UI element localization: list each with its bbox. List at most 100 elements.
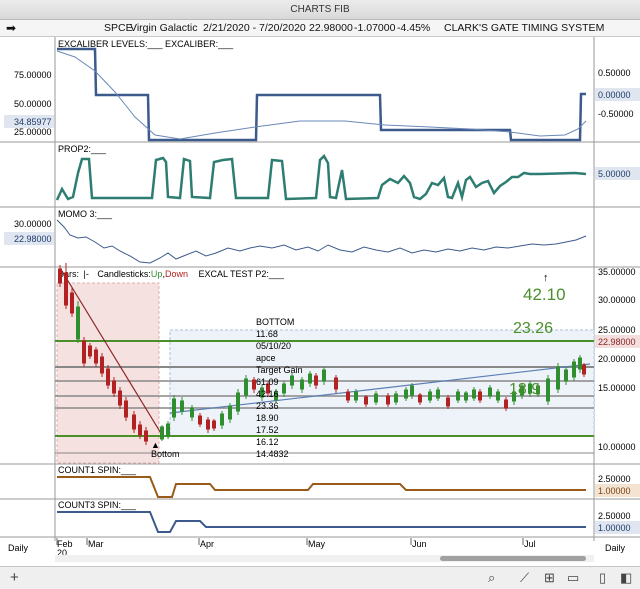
count3-right-value-box xyxy=(595,521,640,534)
annotation-line: apce xyxy=(256,353,276,363)
excaliber-panel[interactable]: EXCALIBER LEVELS:___ EXCALIBER:___ 75.00… xyxy=(4,39,640,142)
count3-panel[interactable]: COUNT3 SPIN:___ 2.50000 1.00000 xyxy=(57,500,640,534)
level-label: 18.9 xyxy=(509,381,540,398)
company-name: Virgin Galactic xyxy=(130,22,198,34)
annotation-line: 16.12 xyxy=(256,437,279,447)
window-title: CHARTS FIB xyxy=(290,4,350,15)
momo3-panel-title: MOMO 3:___ xyxy=(58,209,113,219)
bottom-label: Bottom xyxy=(151,449,180,459)
price-right-value: 22.98000 xyxy=(598,337,636,347)
bottom-marker-icon: ▲ xyxy=(151,440,160,450)
buy-arrow-icon: ↑ xyxy=(166,426,172,440)
count1-right-tick: 2.50000 xyxy=(598,474,631,484)
book-icon[interactable]: ▯ xyxy=(599,570,607,585)
count1-panel[interactable]: COUNT1 SPIN:___ 2.50000 1.00000 xyxy=(57,465,640,498)
forward-arrow-icon[interactable]: ➡ xyxy=(6,21,17,35)
annotation-line: BOTTOM xyxy=(256,317,294,327)
count3-right-value: 1.00000 xyxy=(598,523,631,533)
prop2-panel-title: PROP2:___ xyxy=(58,144,107,154)
count1-line xyxy=(57,476,586,498)
count3-right-tick: 2.50000 xyxy=(598,511,631,521)
price-right-tick: 25.00000 xyxy=(598,325,636,335)
horizontal-scrollbar-thumb[interactable] xyxy=(440,556,586,561)
excaliber-left-tick: 50.00000 xyxy=(14,99,52,109)
price-right-tick: 35.00000 xyxy=(598,267,636,277)
annotation-line: 42.16 xyxy=(256,389,279,399)
price-right-tick: 30.00000 xyxy=(598,295,636,305)
annotation-line: 11.68 xyxy=(256,329,278,339)
price-panel-title: Bars: |- Candlesticks:Up,Down EXCAL TEST… xyxy=(58,269,285,279)
grid-icon[interactable]: ⊞ xyxy=(544,570,555,585)
downtrend-line xyxy=(61,270,163,436)
date-range: 2/21/2020 - 7/20/2020 xyxy=(203,22,306,34)
timeframe-right[interactable]: Daily xyxy=(605,543,626,553)
excaliber-right-tick: 0.50000 xyxy=(598,68,631,78)
month-label: Apr xyxy=(200,539,214,549)
momo3-left-tick: 30.00000 xyxy=(14,219,52,229)
excaliber-left-value-box xyxy=(4,115,54,128)
timeframe-left[interactable]: Daily xyxy=(8,543,29,553)
excaliber-right-value: 0.00000 xyxy=(598,90,631,100)
momo3-left-value-box xyxy=(4,232,54,245)
annotation-text-block: BOTTOM 11.68 05/10/20 apce Target Gain 6… xyxy=(256,317,303,459)
count3-line xyxy=(57,511,586,533)
symbol-info-bar: ➡ SPCE Virgin Galactic 2/21/2020 - 7/20/… xyxy=(0,20,640,37)
month-label: Jun xyxy=(412,539,427,549)
price-change-percent: -4.45% xyxy=(397,22,431,34)
annotation-line: 17.52 xyxy=(256,425,279,435)
prop2-right-value-box xyxy=(595,167,640,180)
last-price: 22.98000 xyxy=(309,22,353,34)
level-label: 23.26 xyxy=(513,320,553,337)
projection-shaded-region xyxy=(169,329,595,437)
year-label: 20 xyxy=(57,548,67,558)
chart-area[interactable]: EXCALIBER LEVELS:___ EXCALIBER:___ 75.00… xyxy=(0,37,640,566)
horizontal-scrollbar-track[interactable] xyxy=(55,555,594,562)
candlesticks xyxy=(58,263,586,445)
system-name: CLARK'S GATE TIMING SYSTEM xyxy=(444,22,605,34)
annotation-line: 61.09 xyxy=(256,377,279,387)
symbol-label[interactable]: SPCE xyxy=(104,22,133,34)
panel-separators[interactable] xyxy=(0,141,640,538)
annotation-line: 18.90 xyxy=(256,413,279,423)
month-label: Feb xyxy=(57,539,73,549)
excaliber-right-tick: -0.50000 xyxy=(598,109,634,119)
excaliber-panel-title: EXCALIBER LEVELS:___ EXCALIBER:___ xyxy=(58,39,234,49)
price-right-tick: 10.00000 xyxy=(598,442,636,452)
excaliber-left-tick: 25.00000 xyxy=(14,127,52,137)
bottom-toolbar: + ⌕ ⟋ ⊞ ▭ ▯ ◧ xyxy=(0,566,640,589)
excaliber-left-value: 34.85977 xyxy=(14,117,52,127)
prop2-line xyxy=(55,153,587,202)
level-label: 42.10 xyxy=(523,285,566,304)
sidebar-icon[interactable]: ◧ xyxy=(620,570,633,585)
search-icon[interactable]: ⌕ xyxy=(488,570,496,585)
count1-right-value-box xyxy=(595,484,640,497)
price-right-tick: 20.00000 xyxy=(598,354,636,364)
window-title-bar: CHARTS FIB xyxy=(0,0,640,20)
excaliber-line xyxy=(56,50,587,140)
momo3-left-value: 22.98000 xyxy=(14,234,52,244)
momo3-line xyxy=(56,219,587,264)
panel-icon[interactable]: ▭ xyxy=(567,570,580,585)
price-right-tick: 15.00000 xyxy=(598,383,636,393)
plus-icon[interactable]: + xyxy=(10,569,19,586)
momo3-panel[interactable]: MOMO 3:___ 30.00000 22.98000 xyxy=(4,209,587,264)
price-panel[interactable]: Bars: |- Candlesticks:Up,Down EXCAL TEST… xyxy=(55,263,640,464)
prop2-right-value: 5.00000 xyxy=(598,169,631,179)
price-change: -1.07000 xyxy=(354,22,396,34)
month-label: May xyxy=(308,539,326,549)
annotation-line: 05/10/20 xyxy=(256,341,291,351)
count1-right-value: 1.00000 xyxy=(598,486,631,496)
month-label: Mar xyxy=(88,539,104,549)
annotation-line: Target Gain xyxy=(256,365,303,375)
price-right-value-box xyxy=(595,335,640,348)
x-axis[interactable]: Daily Feb 20 Mar Apr May Jun Jul Daily xyxy=(8,538,626,562)
up-arrow-icon: ↑ xyxy=(543,272,549,284)
month-label: Jul xyxy=(524,539,536,549)
annotation-line: 23.36 xyxy=(256,401,279,411)
annotation-line: 14.4832 xyxy=(256,449,289,459)
excaliber-levels-line xyxy=(57,47,586,142)
count3-panel-title: COUNT3 SPIN:___ xyxy=(58,500,137,510)
line-chart-icon[interactable]: ⟋ xyxy=(520,570,530,585)
excaliber-right-value-box xyxy=(595,88,640,101)
prop2-panel[interactable]: PROP2:___ 5.00000 xyxy=(55,144,640,202)
